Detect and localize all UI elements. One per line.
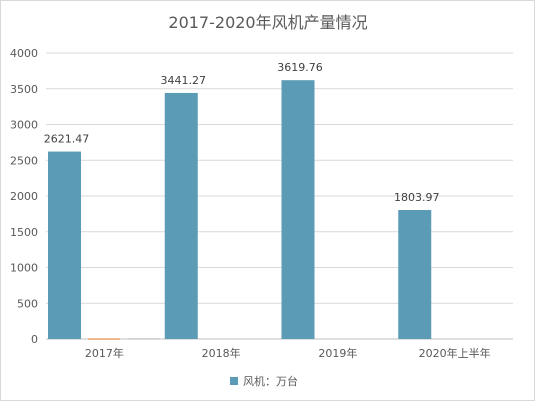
y-tick-label: 0 bbox=[31, 333, 38, 346]
bar-value-label: 3441.27 bbox=[161, 74, 207, 87]
bar-value-label: 1803.97 bbox=[394, 191, 440, 204]
legend: 风机：万台 bbox=[230, 374, 298, 388]
x-tick-label: 2017年 bbox=[85, 346, 124, 360]
y-tick-label: 1500 bbox=[10, 226, 38, 239]
y-tick-label: 2000 bbox=[10, 190, 38, 203]
legend-label: 风机：万台 bbox=[243, 374, 298, 388]
x-axis-ticks: 2017年 2018年 2019年 2020年上半年 bbox=[85, 346, 491, 360]
y-tick-label: 3000 bbox=[10, 119, 38, 132]
bar bbox=[398, 210, 432, 339]
bar-value-label: 2621.47 bbox=[44, 133, 90, 146]
legend-swatch bbox=[230, 377, 238, 385]
bars: 2621.47 3441.27 3619.76 1803.97 bbox=[44, 61, 440, 340]
chart-title: 2017-2020年风机产量情况 bbox=[168, 13, 367, 32]
y-axis-ticks: 0 500 1000 1500 2000 2500 3000 3500 4000 bbox=[10, 47, 38, 346]
bar-value-label: 3619.76 bbox=[277, 61, 323, 74]
small-bar bbox=[88, 338, 120, 340]
y-tick-label: 2500 bbox=[10, 154, 38, 167]
small-bar bbox=[128, 338, 160, 340]
x-tick-label: 2020年上半年 bbox=[419, 346, 491, 360]
bar bbox=[281, 80, 315, 339]
bar bbox=[164, 92, 198, 340]
y-tick-label: 1000 bbox=[10, 262, 38, 275]
y-tick-label: 3500 bbox=[10, 83, 38, 96]
x-tick-label: 2019年 bbox=[318, 346, 357, 360]
x-tick-label: 2018年 bbox=[202, 346, 241, 360]
y-tick-label: 4000 bbox=[10, 47, 38, 60]
y-tick-label: 500 bbox=[17, 297, 38, 310]
bar bbox=[48, 151, 81, 339]
gridlines bbox=[46, 52, 513, 340]
